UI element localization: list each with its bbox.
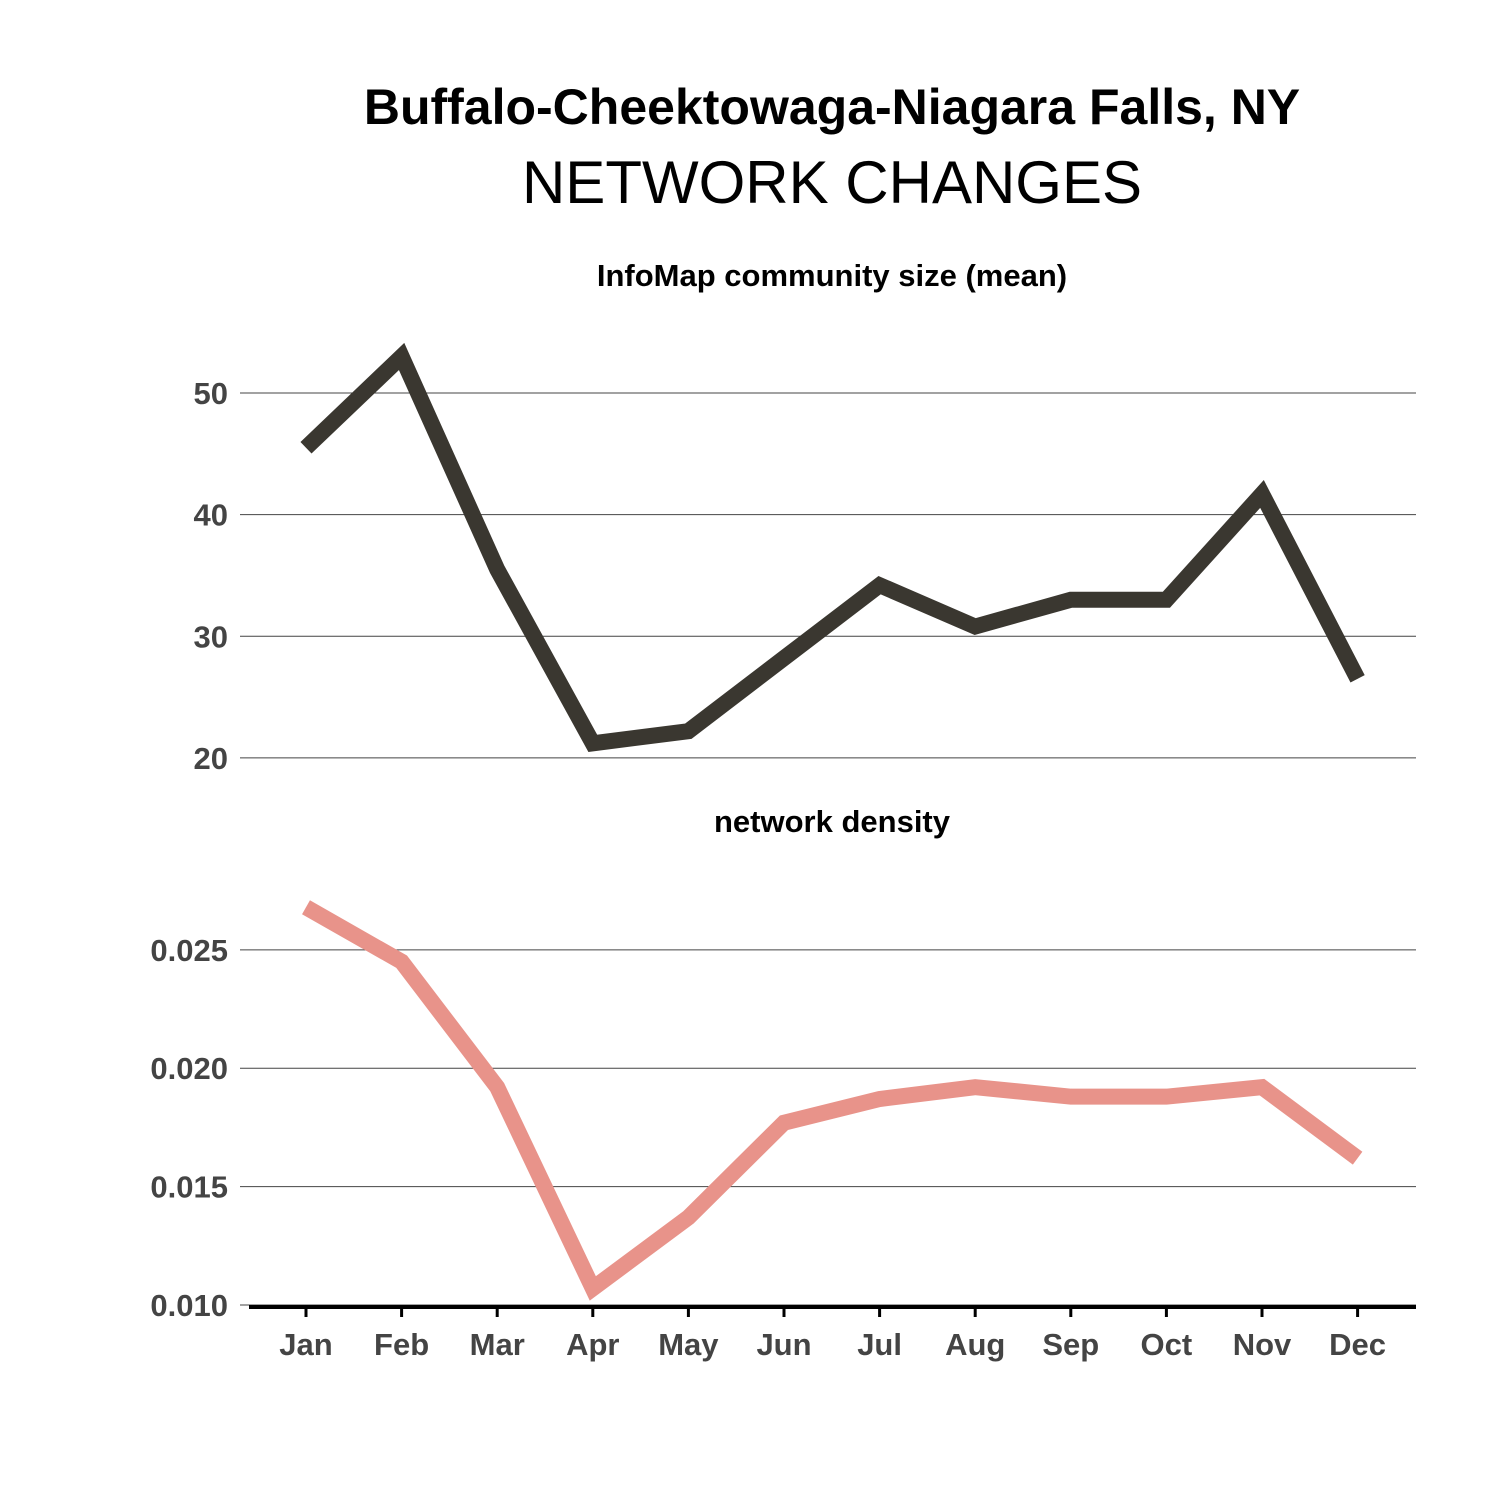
x-tick-label: Sep	[1042, 1327, 1099, 1362]
y-tick-label: 0.025	[150, 933, 228, 968]
panel-title-community-size: InfoMap community size (mean)	[597, 258, 1067, 293]
series-line	[302, 900, 1363, 1301]
x-tick-label: Jul	[857, 1327, 902, 1362]
y-tick-label: 50	[194, 376, 228, 411]
y-tick-label: 0.020	[150, 1051, 228, 1086]
x-tick-label: Aug	[945, 1327, 1005, 1362]
x-tick-label: May	[658, 1327, 719, 1362]
y-tick-label: 30	[194, 619, 228, 654]
y-tick-label: 20	[194, 741, 228, 776]
panel-community-size: 20 30 40 50	[194, 342, 1416, 776]
y-tick-label: 0.015	[150, 1170, 228, 1205]
chart-subtitle: NETWORK CHANGES	[521, 149, 1143, 216]
series-line	[300, 342, 1365, 752]
x-tick-label: Oct	[1141, 1327, 1193, 1362]
panel-title-network-density: network density	[714, 804, 951, 839]
chart-title: Buffalo-Cheektowaga-Niagara Falls, NY	[363, 79, 1301, 135]
x-tick-label: Jan	[279, 1327, 332, 1362]
x-tick-label: Apr	[566, 1327, 619, 1362]
x-tick-label: Dec	[1329, 1327, 1386, 1362]
x-tick-label: Jun	[756, 1327, 811, 1362]
y-tick-label: 0.010	[150, 1288, 228, 1323]
x-tick-label: Nov	[1233, 1327, 1292, 1362]
x-tick-label: Feb	[374, 1327, 429, 1362]
y-tick-label: 40	[194, 498, 228, 533]
panel-network-density: 0.010 0.015 0.020 0.025	[150, 900, 1416, 1323]
x-axis: Jan Feb Mar Apr May Jun Jul Aug Sep Oct Nov Dec	[249, 1305, 1416, 1362]
x-tick-label: Mar	[470, 1327, 525, 1362]
